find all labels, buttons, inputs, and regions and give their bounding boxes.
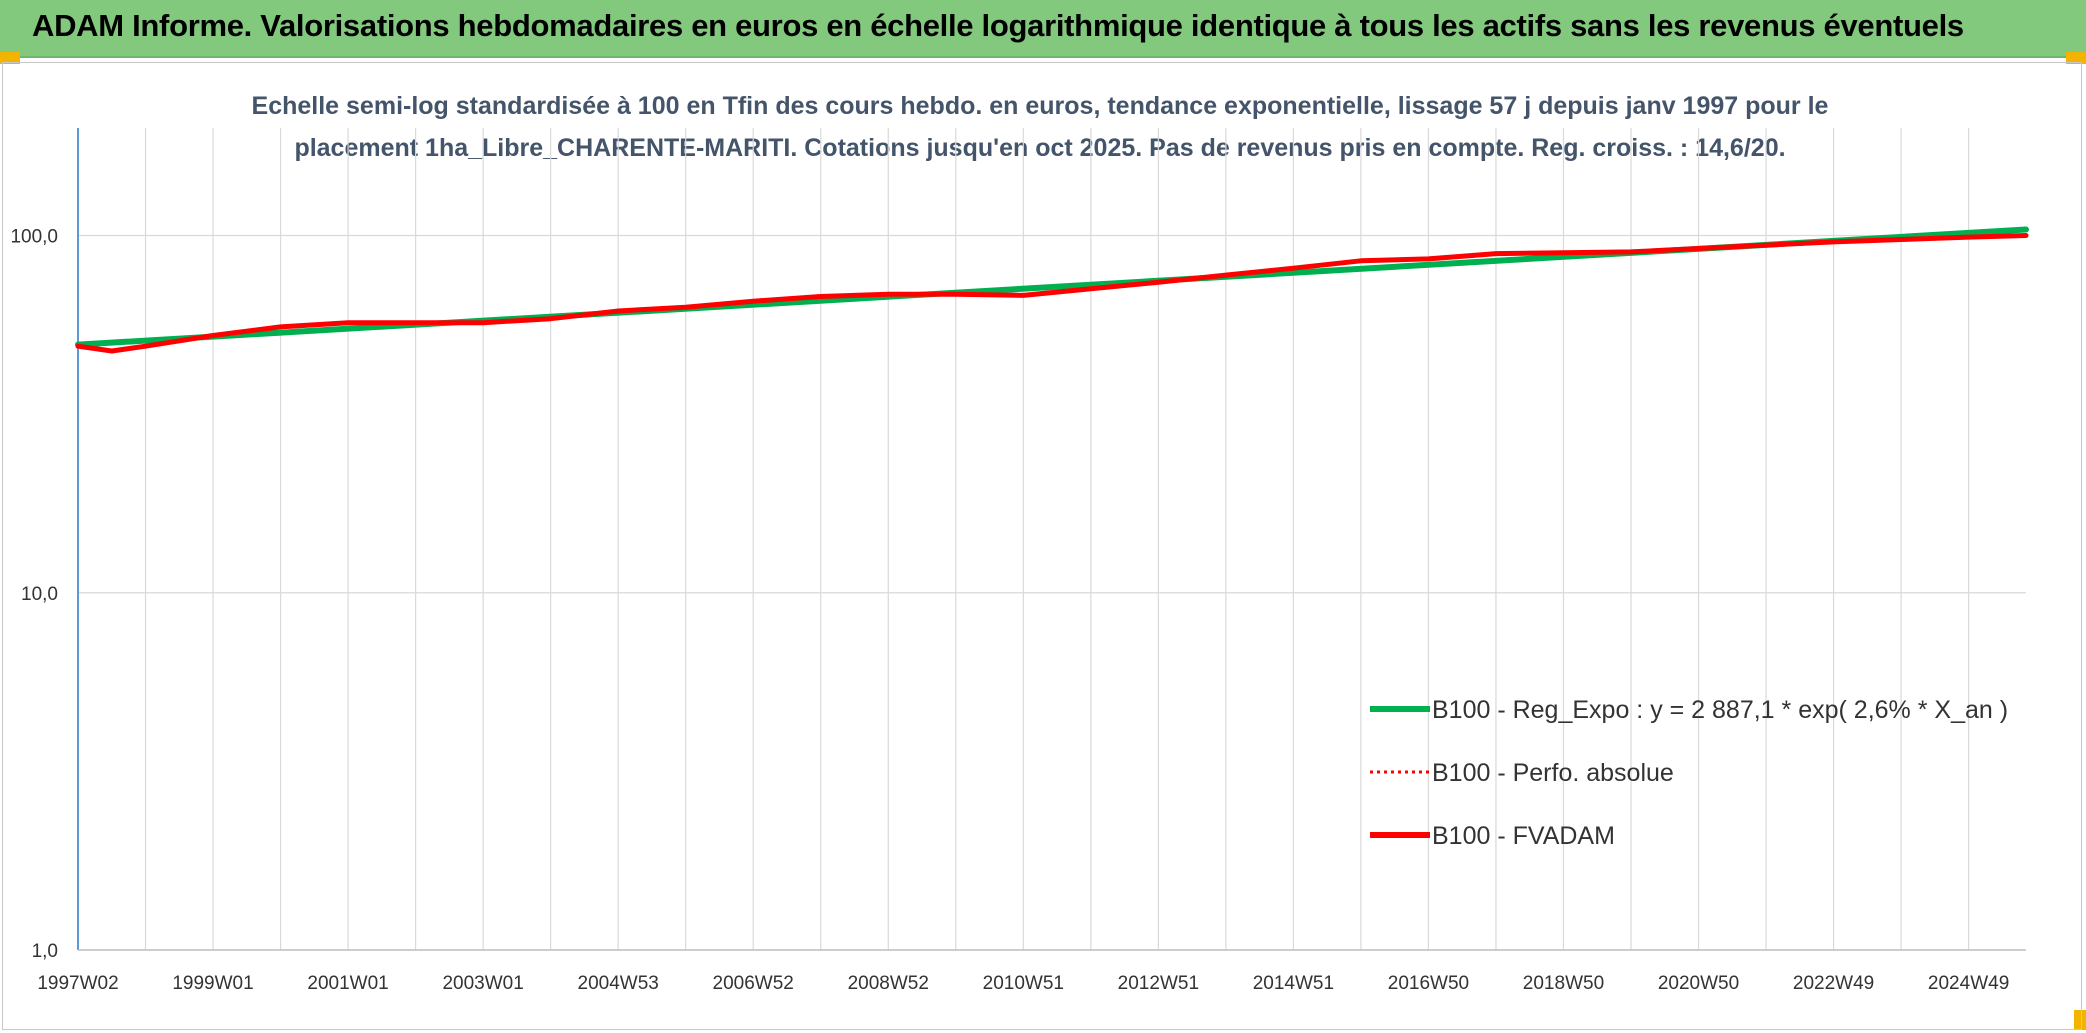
x-tick-label: 2003W01 xyxy=(442,973,523,994)
x-tick-label: 2004W53 xyxy=(578,973,659,994)
x-tick-label: 2012W51 xyxy=(1118,973,1199,994)
legend-label-2: B100 - Perfo. absolue xyxy=(1432,759,1674,787)
series-line-3 xyxy=(75,233,2029,354)
x-tick-label: 2010W51 xyxy=(983,973,1064,994)
x-tick-label: 2008W52 xyxy=(848,973,929,994)
legend: B100 - Reg_Expo : y = 2 887,1 * exp( 2,6… xyxy=(1370,696,2008,850)
y-tick-label: 1,0 xyxy=(32,941,58,962)
grid-layer xyxy=(77,128,2026,951)
chart-frame xyxy=(2,62,2082,1030)
chart-title-line-1: Echelle semi-log standardisée à 100 en T… xyxy=(251,92,1829,120)
y-tick-label: 100,0 xyxy=(10,227,58,248)
report-title: ADAM Informe. Valorisations hebdomadaire… xyxy=(32,8,1964,43)
x-tick-label: 2024W49 xyxy=(1928,973,2009,994)
x-tick-label: 1999W01 xyxy=(172,973,253,994)
series-layer xyxy=(75,226,2029,354)
corner-marker-left xyxy=(0,52,20,64)
report-banner: ADAM Informe. Valorisations hebdomadaire… xyxy=(0,0,2086,58)
legend-label-3: B100 - FVADAM xyxy=(1432,822,1615,850)
x-tick-label: 2014W51 xyxy=(1253,973,1334,994)
x-tick-label: 2020W50 xyxy=(1658,973,1739,994)
x-tick-label: 2022W49 xyxy=(1793,973,1874,994)
x-tick-label: 2016W50 xyxy=(1388,973,1469,994)
y-tick-label: 10,0 xyxy=(21,584,58,605)
x-tick-label: 2018W50 xyxy=(1523,973,1604,994)
x-tick-label: 2006W52 xyxy=(713,973,794,994)
x-tick-label: 1997W02 xyxy=(37,973,118,994)
x-tick-label: 2001W01 xyxy=(307,973,388,994)
chart-title-line-2: placement 1ha_Libre_CHARENTE-MARITI. Cot… xyxy=(294,134,1786,162)
legend-label-1: B100 - Reg_Expo : y = 2 887,1 * exp( 2,6… xyxy=(1432,696,2008,724)
corner-marker-right xyxy=(2066,52,2086,64)
axis-layer: 1,0 10,0 100,0 1997W02 1999W01 2001W01 2003W01… xyxy=(10,128,2026,994)
corner-marker-bottom-right xyxy=(2074,1010,2086,1030)
